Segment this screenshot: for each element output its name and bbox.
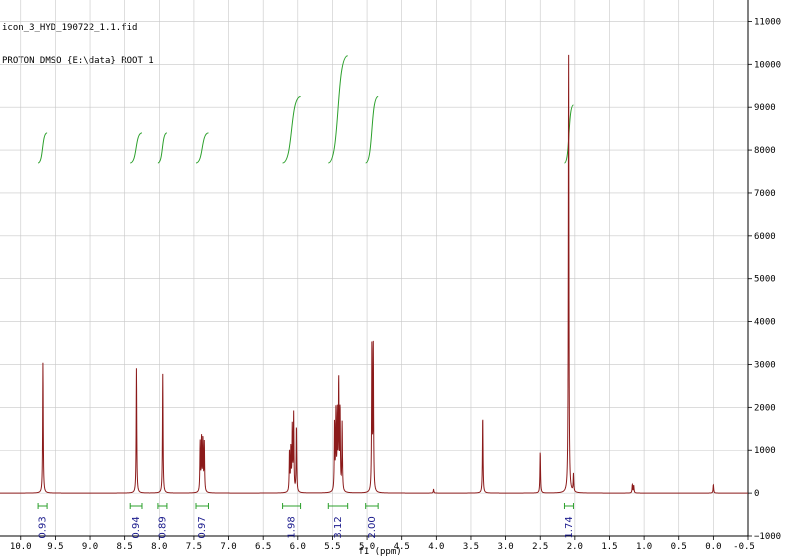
integral-label: 1.74 xyxy=(564,516,575,538)
x-tick-label: 1.0 xyxy=(636,542,652,552)
x-tick-label: 9.5 xyxy=(47,542,63,552)
x-tick-label: 1.5 xyxy=(601,542,617,552)
integral-bracket xyxy=(37,502,48,509)
x-tick-label: 6.5 xyxy=(255,542,271,552)
x-axis-title: f1 (ppm) xyxy=(358,547,401,557)
axes: 10.0 9.5 9.0 8.5 8.0 7.5 7.0 6.5 6.0 5.5 5.0 4.5 4.0… xyxy=(0,0,781,552)
file-name: icon_3_HYD_190722_1.1.fid xyxy=(2,23,138,33)
x-tick-label: 3.5 xyxy=(463,542,479,552)
integral-label: 0.93 xyxy=(38,516,49,538)
integral-curve xyxy=(327,55,349,164)
x-tick-label: 4.5 xyxy=(394,542,410,552)
integral-bracket xyxy=(365,502,379,509)
integral-label: 0.97 xyxy=(197,516,208,538)
spectrum-trace xyxy=(0,54,748,494)
x-tick-label: 7.0 xyxy=(220,542,236,552)
x-tick-label: 2.0 xyxy=(567,542,583,552)
x-tick-label: 2.5 xyxy=(532,542,548,552)
x-tick-label: 0.0 xyxy=(705,542,721,552)
y-tick-label: 2000 xyxy=(754,403,776,413)
x-tick-label: 9.0 xyxy=(82,542,98,552)
y-tick-label: 10000 xyxy=(754,60,781,70)
integral-bracket xyxy=(327,502,349,509)
x-tick-label: 8.0 xyxy=(151,542,167,552)
integral-label: 2.00 xyxy=(367,516,378,538)
integral-bracket xyxy=(563,502,574,509)
integral-label: 3.12 xyxy=(333,516,344,538)
y-tick-label: 7000 xyxy=(754,189,776,199)
integral-curve xyxy=(37,132,48,164)
x-tick-label: -0.5 xyxy=(733,542,755,552)
integral-bracket xyxy=(282,502,302,509)
x-tick-label: 5.5 xyxy=(324,542,340,552)
integral-bracket xyxy=(195,502,209,509)
x-tick-label: 7.5 xyxy=(186,542,202,552)
integral-bracket xyxy=(129,502,143,509)
y-tick-label: 4000 xyxy=(754,318,776,328)
y-tick-label: 5000 xyxy=(754,275,776,285)
x-tick-label: 10.0 xyxy=(10,542,32,552)
x-tick-label: 8.5 xyxy=(117,542,133,552)
y-tick-label: 1000 xyxy=(754,446,776,456)
y-tick-label: 9000 xyxy=(754,103,776,113)
integral-label: 0.94 xyxy=(131,516,142,538)
spectrum-header: icon_3_HYD_190722_1.1.fid PROTON DMSO {E… xyxy=(2,1,154,78)
integral-curve xyxy=(195,132,209,164)
integral-label: 1.98 xyxy=(287,516,298,538)
x-tick-label: 5.0 xyxy=(359,542,375,552)
y-tick-label: 11000 xyxy=(754,17,781,27)
integral-curve xyxy=(365,95,379,164)
x-tick-label: 6.0 xyxy=(290,542,306,552)
integral-curve xyxy=(282,95,301,164)
x-tick-label: 3.0 xyxy=(497,542,513,552)
spectrum-trace-group xyxy=(0,54,748,494)
y-tick-label: 0 xyxy=(754,489,759,499)
y-tick-label: 3000 xyxy=(754,360,776,370)
integral-label: 0.89 xyxy=(157,516,168,538)
y-tick-label: 8000 xyxy=(754,146,776,156)
integral-curve xyxy=(129,132,143,164)
x-tick-label: 0.5 xyxy=(671,542,687,552)
integral-bracket xyxy=(157,502,168,509)
integral-curve xyxy=(157,132,168,164)
y-tick-label: −1000 xyxy=(754,532,781,542)
x-tick-label: 4.0 xyxy=(428,542,444,552)
integrals: 0.93 0.94 0.89 0.97 1.98 3.12 2.00 1.74 xyxy=(37,55,575,539)
y-tick-label: 6000 xyxy=(754,232,776,242)
experiment-info: PROTON DMSO {E:\data} ROOT 1 xyxy=(2,56,154,66)
